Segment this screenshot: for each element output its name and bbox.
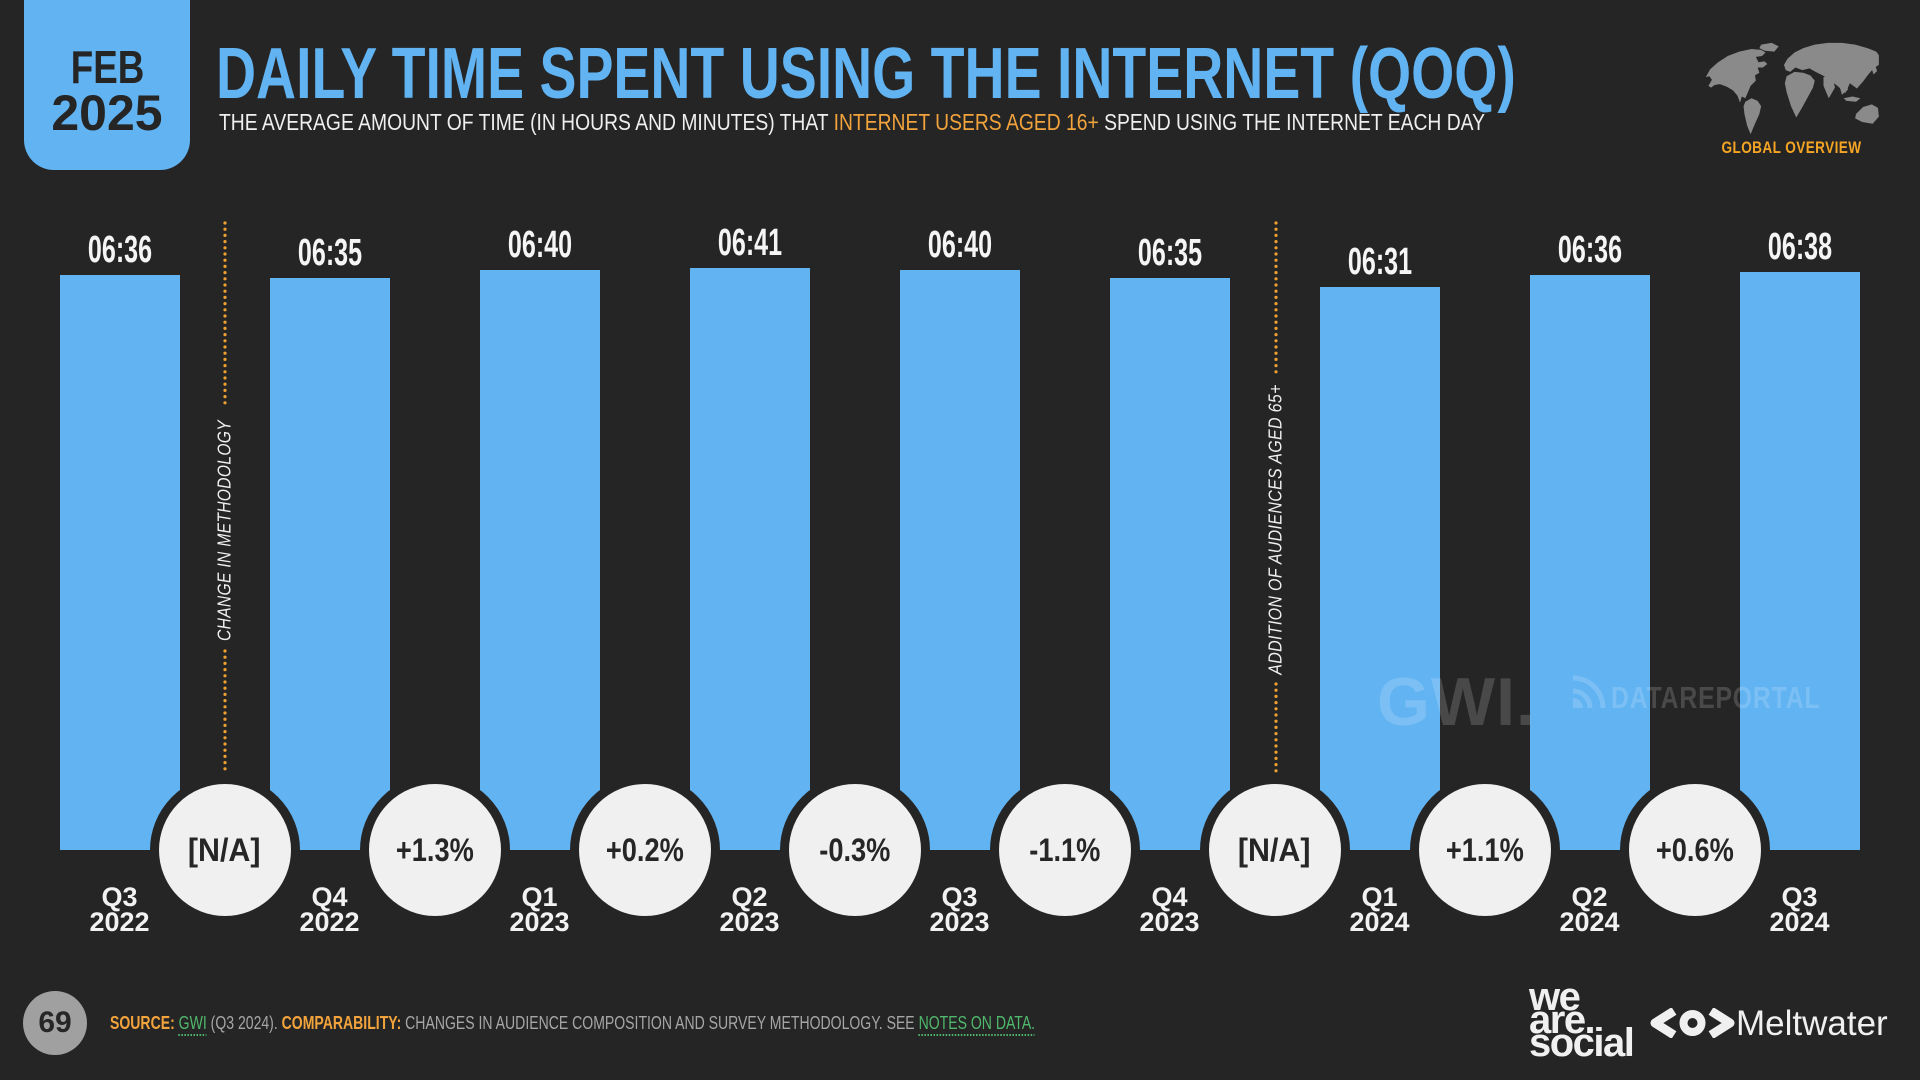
svg-text:Meltwater: Meltwater (1736, 1008, 1888, 1038)
